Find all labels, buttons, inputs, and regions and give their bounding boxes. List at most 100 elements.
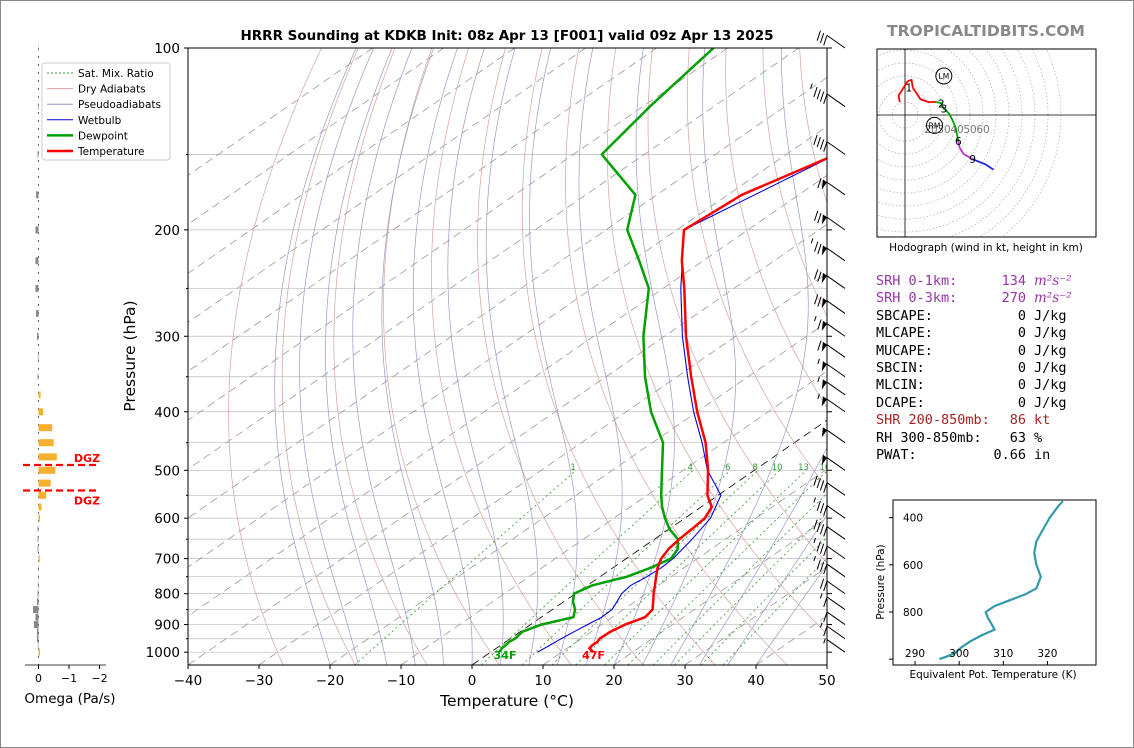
theta-e-axes: 290 300 310 320 400 600 800 (889, 513, 1057, 665)
x-tick-label: −40 (174, 673, 203, 689)
barb-full (823, 482, 828, 493)
wind-barbs (810, 30, 846, 653)
wind-barb (816, 30, 846, 49)
hodograph-trace: 1 23 69 LM RM (897, 67, 994, 171)
wind-barb (813, 519, 846, 540)
wind-barb (813, 555, 846, 578)
pseudoadiabat (529, 48, 578, 665)
mixing-ratio-label: 13 (798, 463, 809, 473)
barb-flag (821, 272, 827, 284)
omega-bar (36, 191, 39, 199)
hodograph-frame (876, 48, 1097, 238)
watermark: TROPICALTIDBITS.COM (887, 22, 1085, 40)
skewt-ylabel: Pressure (hPa) (121, 300, 139, 411)
hodograph-ring-label: 50 (963, 124, 976, 136)
wind-barb (823, 638, 846, 653)
omega-bar (37, 581, 39, 589)
barb-full (819, 543, 825, 554)
storm-motion-marker (935, 67, 953, 85)
barb-flag (821, 427, 827, 438)
barb-full (814, 241, 819, 252)
barb-staff (826, 344, 846, 358)
stat-label: SRH 0-1km: (876, 273, 958, 289)
pseudoadiabat (755, 564, 827, 665)
mixing-ratio-line (354, 469, 577, 665)
dry-adiabat (228, 48, 322, 665)
x-tick-label: 10 (534, 673, 551, 689)
mixing-ratio-line (551, 470, 759, 665)
omega-bar (38, 514, 41, 522)
barb-staff (826, 639, 846, 653)
surface-dewpoint-label: 34F (494, 649, 517, 662)
barb-staff (826, 429, 846, 444)
dry-adiabat (607, 48, 827, 635)
hodograph-ring-label: 60 (976, 124, 989, 136)
pseudoadiabat (447, 48, 504, 665)
stat-unit: J/kg (1034, 360, 1067, 376)
mixing-ratio-line (722, 557, 827, 665)
dry-adiabat (521, 48, 716, 665)
barb-flag (821, 320, 827, 331)
omega-xlabel: Omega (Pa/s) (24, 691, 115, 707)
dry-adiabat (647, 48, 827, 564)
dry-adiabat (725, 48, 827, 409)
legend-label: Temperature (77, 146, 145, 158)
theta-e-frame (892, 499, 1097, 666)
mixing-ratio-label: 10 (772, 463, 783, 473)
legend-label: Pseudoadiabats (78, 99, 161, 111)
dry-adiabat (1094, 48, 1134, 665)
stat-label: SBCAPE: (876, 307, 933, 324)
barb-half (813, 497, 816, 503)
legend-label: Sat. Mix. Ratio (78, 68, 154, 80)
hodograph-segment (935, 101, 960, 142)
barb-staff (826, 505, 846, 519)
pseudoadiabat (299, 48, 375, 665)
barb-staff (826, 363, 846, 378)
barb-flag (821, 245, 827, 256)
wind-barb (821, 454, 846, 471)
barb-staff (826, 611, 846, 625)
pseudoadiabat (352, 48, 416, 665)
stat-label: PWAT: (876, 447, 917, 463)
y-tick-label: 100 (154, 41, 180, 57)
wind-barb (813, 497, 846, 519)
barb-flag (821, 179, 827, 190)
wind-barb (810, 83, 846, 107)
y-tick-label: 200 (154, 223, 180, 239)
barb-flag (821, 454, 827, 466)
stat-unit: kt (1034, 412, 1051, 429)
x-tick-label: 30 (676, 673, 693, 689)
barb-staff (826, 93, 846, 107)
temperature-line (588, 156, 827, 654)
wind-barb (823, 611, 846, 625)
omega-bar (38, 391, 41, 399)
omega-bar (36, 635, 39, 643)
isotherm-line (258, 272, 827, 665)
wind-barb (817, 358, 846, 378)
stat-value: 63 (1009, 429, 1026, 446)
omega-bar (38, 555, 40, 563)
omega-bar (35, 226, 39, 234)
barb-half (817, 358, 820, 364)
hodograph-rings: 20 30 40 50 60 (877, 49, 1096, 237)
barb-full (817, 212, 822, 224)
barb-full (817, 177, 822, 189)
omega-bar (38, 491, 47, 499)
omega-x-tick-label: −1 (61, 672, 77, 685)
mixing-ratio-line (627, 470, 827, 665)
surface-temperature-label: 47F (582, 649, 605, 662)
omega-bar (37, 353, 39, 361)
stat-value: 0 (1017, 377, 1026, 394)
mixing-ratio-label: 36 (906, 463, 917, 473)
x-tick-label: 20 (605, 673, 622, 689)
y-tick-label: 800 (154, 587, 180, 603)
storm-motion-marker (925, 116, 943, 134)
barb-full (814, 210, 819, 221)
stat-value: 0 (1017, 394, 1026, 411)
skewt-background: 1 4 6 8 10 13 16 20 24 30 36 (188, 48, 1134, 665)
barb-staff (826, 141, 846, 155)
omega-bar (38, 408, 44, 416)
barb-full (823, 611, 828, 623)
omega-bar (38, 466, 56, 474)
barb-full (819, 139, 825, 150)
